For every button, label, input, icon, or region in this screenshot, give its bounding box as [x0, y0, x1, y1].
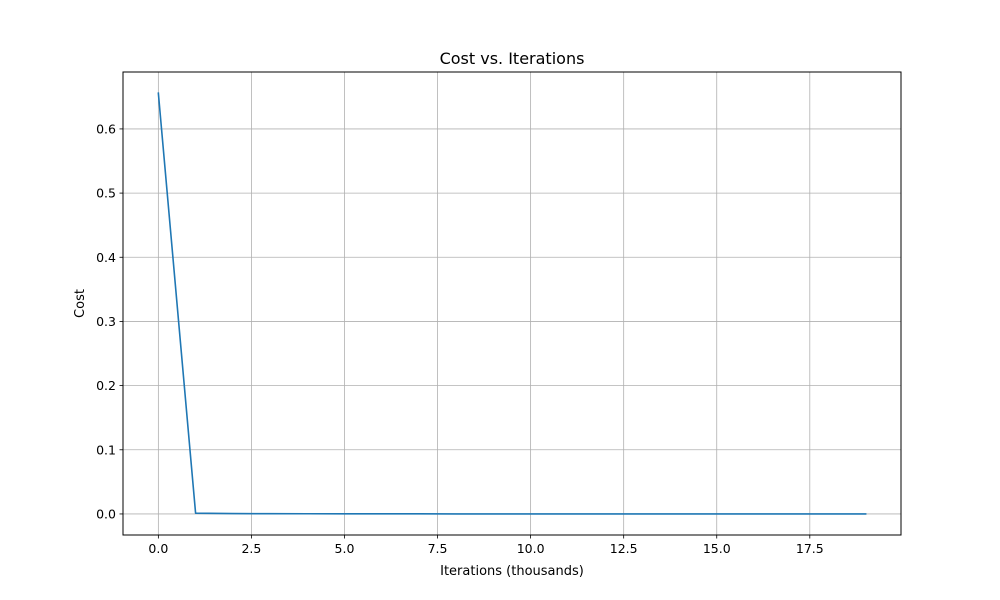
- y-tick-label: 0.3: [96, 314, 116, 329]
- series-layer: [157, 92, 867, 515]
- plot-frame: [122, 71, 902, 536]
- y-tick-label: 0.1: [96, 442, 116, 457]
- x-tick-label: 17.5: [796, 541, 824, 556]
- grid-layer: [123, 72, 901, 535]
- y-tick-label: 0.5: [96, 186, 116, 201]
- y-tick-label: 0.0: [96, 506, 116, 521]
- x-tick-label: 10.0: [517, 541, 545, 556]
- x-tick-label: 12.5: [610, 541, 638, 556]
- x-tick-label: 2.5: [241, 541, 261, 556]
- x-tick-label: 5.0: [335, 541, 355, 556]
- series-line-0: [157, 92, 867, 515]
- y-tick-label: 0.6: [96, 121, 116, 136]
- x-tick-label: 0.0: [148, 541, 168, 556]
- y-tick-label: 0.4: [96, 250, 116, 265]
- y-axis-label: Cost: [73, 289, 88, 318]
- tick-layer: 0.0 2.5 5.0 7.5 10.0 12.5 15.0 17.5 0.0 0.1 0.2 0.3…: [96, 121, 824, 556]
- chart-title: Cost vs. Iterations: [440, 49, 585, 68]
- y-tick-label: 0.2: [96, 378, 116, 393]
- x-tick-label: 15.0: [703, 541, 731, 556]
- x-tick-label: 7.5: [428, 541, 448, 556]
- x-axis-label: Iterations (thousands): [440, 564, 584, 579]
